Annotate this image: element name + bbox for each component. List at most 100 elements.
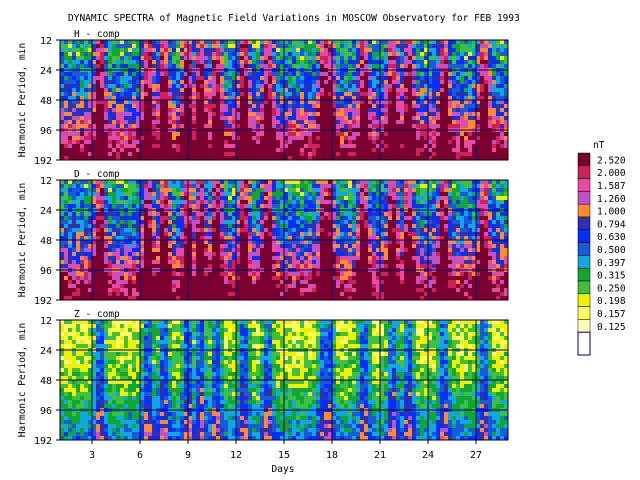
- spectrum-cell: [80, 260, 84, 264]
- spectrum-cell: [72, 156, 76, 160]
- spectrum-cell: [344, 144, 348, 148]
- spectrum-cell: [116, 228, 120, 232]
- spectrum-cell: [392, 136, 396, 140]
- spectrum-cell: [192, 212, 196, 216]
- spectrum-cell: [192, 144, 196, 148]
- spectrum-cell: [204, 52, 208, 56]
- spectrum-cell: [380, 156, 384, 160]
- spectrum-cell: [224, 120, 228, 124]
- spectrum-cell: [496, 92, 500, 96]
- spectrum-cell: [312, 156, 316, 160]
- spectrum-cell: [420, 144, 424, 148]
- spectrum-cell: [68, 140, 72, 144]
- spectrum-cell: [336, 40, 340, 44]
- spectrum-cell: [168, 104, 172, 108]
- spectrum-cell: [104, 120, 108, 124]
- spectrum-cell: [96, 192, 100, 196]
- spectrum-cell: [500, 88, 504, 92]
- spectrum-cell: [256, 84, 260, 88]
- spectrum-cell: [200, 252, 204, 256]
- spectrum-cell: [124, 96, 128, 100]
- spectrum-cell: [468, 104, 472, 108]
- spectrum-cell: [208, 40, 212, 44]
- spectrum-cell: [180, 112, 184, 116]
- spectrum-cell: [192, 260, 196, 264]
- spectrum-cell: [204, 220, 208, 224]
- spectrum-cell: [96, 288, 100, 292]
- spectrum-cell: [248, 84, 252, 88]
- spectrum-cell: [104, 96, 108, 100]
- spectrum-cell: [200, 96, 204, 100]
- spectrum-cell: [156, 104, 160, 108]
- spectrum-cell: [392, 152, 396, 156]
- spectrum-cell: [208, 228, 212, 232]
- spectrum-cell: [264, 288, 268, 292]
- spectrum-cell: [232, 232, 236, 236]
- spectrum-cell: [252, 104, 256, 108]
- spectrum-cell: [288, 40, 292, 44]
- spectrum-cell: [500, 44, 504, 48]
- spectrum-cell: [268, 84, 272, 88]
- spectrum-cell: [144, 156, 148, 160]
- spectrum-cell: [208, 256, 212, 260]
- spectrum-cell: [152, 200, 156, 204]
- spectrum-cell: [232, 48, 236, 52]
- spectrum-cell: [224, 156, 228, 160]
- spectrum-cell: [228, 240, 232, 244]
- spectrum-cell: [152, 240, 156, 244]
- spectrum-cell: [192, 240, 196, 244]
- spectrum-cell: [200, 196, 204, 200]
- spectrum-cell: [88, 272, 92, 276]
- spectrum-cell: [292, 100, 296, 104]
- spectrum-cell: [272, 44, 276, 48]
- spectrum-cell: [224, 60, 228, 64]
- spectrum-cell: [264, 112, 268, 116]
- spectrum-cell: [124, 196, 128, 200]
- spectrum-cell: [228, 244, 232, 248]
- spectrum-cell: [168, 120, 172, 124]
- spectrum-cell: [172, 284, 176, 288]
- spectrum-cell: [172, 188, 176, 192]
- spectrum-cell: [140, 136, 144, 140]
- spectrum-cell: [132, 140, 136, 144]
- spectrum-cell: [120, 276, 124, 280]
- spectrum-cell: [216, 184, 220, 188]
- spectrum-cell: [184, 288, 188, 292]
- spectrum-cell: [348, 84, 352, 88]
- spectrum-cell: [440, 116, 444, 120]
- spectrum-cell: [116, 148, 120, 152]
- spectrum-cell: [80, 132, 84, 136]
- spectrum-cell: [236, 100, 240, 104]
- spectrum-cell: [204, 84, 208, 88]
- spectrum-cell: [424, 124, 428, 128]
- spectrum-cell: [188, 44, 192, 48]
- spectrum-cell: [96, 48, 100, 52]
- spectrum-cell: [72, 112, 76, 116]
- spectrum-cell: [68, 120, 72, 124]
- spectrum-cell: [240, 184, 244, 188]
- spectrum-cell: [172, 132, 176, 136]
- spectrum-cell: [176, 220, 180, 224]
- spectrum-cell: [72, 52, 76, 56]
- spectrum-cell: [200, 180, 204, 184]
- spectrum-cell: [232, 96, 236, 100]
- spectrum-cell: [280, 112, 284, 116]
- spectrum-cell: [228, 88, 232, 92]
- spectrum-cell: [308, 60, 312, 64]
- spectrum-cell: [80, 144, 84, 148]
- spectrum-cell: [268, 44, 272, 48]
- spectrum-cell: [72, 256, 76, 260]
- spectrum-cell: [88, 60, 92, 64]
- spectrum-cell: [140, 224, 144, 228]
- spectrum-cell: [84, 288, 88, 292]
- spectrum-cell: [344, 112, 348, 116]
- spectrum-cell: [500, 156, 504, 160]
- spectrum-cell: [232, 256, 236, 260]
- spectrum-cell: [488, 92, 492, 96]
- spectrum-cell: [420, 72, 424, 76]
- spectrum-cell: [308, 52, 312, 56]
- spectrum-cell: [332, 120, 336, 124]
- spectrum-cell: [96, 272, 100, 276]
- spectrum-cell: [140, 56, 144, 60]
- spectrum-cell: [64, 148, 68, 152]
